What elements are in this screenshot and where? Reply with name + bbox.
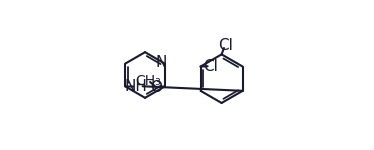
Text: Cl: Cl — [203, 59, 218, 74]
Text: O: O — [150, 80, 162, 95]
Text: Cl: Cl — [218, 38, 233, 53]
Text: NH: NH — [125, 79, 147, 94]
Text: CH₃: CH₃ — [136, 74, 162, 87]
Text: N: N — [156, 55, 167, 70]
